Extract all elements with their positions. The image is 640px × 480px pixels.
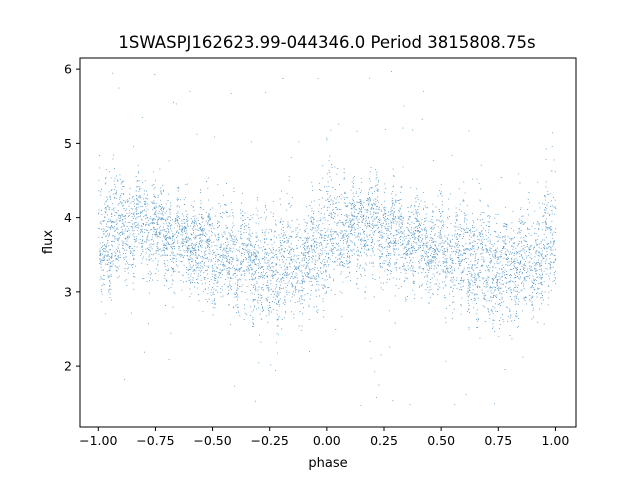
plot-frame [79, 57, 577, 428]
x-tick-label: 0.50 [427, 433, 455, 448]
y-tick-label: 3 [64, 284, 72, 299]
x-axis-label: phase [308, 456, 347, 471]
y-tick-label: 4 [64, 210, 72, 225]
chart-title: 1SWASPJ162623.99-044346.0 Period 3815808… [118, 33, 535, 52]
x-tick-label: 0.25 [370, 433, 398, 448]
x-axis: −1.00 −0.75 −0.50 −0.25 0.00 0.25 0.50 0.75 1.00 [79, 427, 569, 448]
data-points [98, 71, 557, 407]
y-axis: 2 3 4 5 6 [64, 62, 80, 374]
x-tick-label: −0.25 [251, 433, 289, 448]
x-tick-label: 0.00 [313, 433, 341, 448]
y-tick-label: 5 [64, 136, 72, 151]
plot-area [79, 57, 577, 428]
x-tick-label: −1.00 [79, 433, 117, 448]
x-tick-label: −0.75 [136, 433, 174, 448]
x-tick-label: 1.00 [542, 433, 570, 448]
x-tick-label: −0.50 [193, 433, 231, 448]
y-tick-label: 2 [64, 359, 72, 374]
y-tick-label: 6 [64, 62, 72, 77]
x-tick-label: 0.75 [484, 433, 512, 448]
y-axis-label: flux [41, 230, 56, 254]
scatter-points [98, 71, 557, 407]
